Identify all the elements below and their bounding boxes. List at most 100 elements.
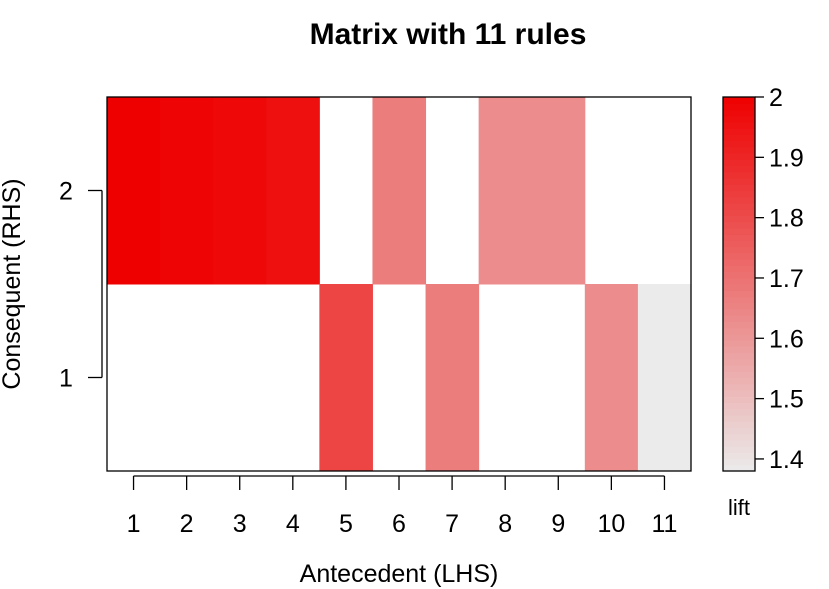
colorbar-segment [723,190,755,198]
x-tick-label: 9 [551,510,565,538]
colorbar-segment [723,377,755,385]
colorbar-segment [723,165,755,173]
colorbar-segment [723,327,755,335]
heatmap-cell [478,97,533,285]
colorbar-segment [723,234,755,241]
colorbar-tick-label: 1.7 [769,265,804,293]
colorbar-segment [723,458,755,466]
colorbar-segment [723,414,755,422]
colorbar-segment [723,315,755,322]
x-axis-label: Antecedent (LHS) [300,560,499,588]
colorbar-segment [723,271,755,279]
colorbar-segment [723,452,755,460]
colorbar-segment [723,97,755,104]
colorbar-segment [723,171,755,179]
colorbar-segment [723,308,755,316]
colorbar-segment [723,421,755,428]
colorbar-segment [723,340,755,347]
colorbar-segment [723,433,755,441]
colorbar-frame [722,96,756,472]
colorbar-segment [723,202,755,210]
heatmap-cell [531,97,586,285]
colorbar-segment [723,140,755,148]
colorbar-segment [723,296,755,304]
colorbar-segment [723,196,755,204]
colorbar-segment [723,252,755,260]
colorbar-segment [723,259,755,266]
colorbar-segment [723,402,755,410]
colorbar-segment [723,209,755,217]
y-tick-label: 1 [59,365,73,393]
x-tick-label: 11 [651,510,677,538]
x-tick-label: 1 [127,510,141,538]
colorbar-segment [723,408,755,416]
heatmap-cell [213,97,267,285]
colorbar-segment [723,128,755,135]
colorbar-tick-label: 1.6 [769,325,804,353]
colorbar-segment [723,284,755,291]
chart-title: Matrix with 11 rules [310,18,587,51]
x-tick-label: 10 [597,510,625,538]
colorbar-segment [723,134,755,142]
colorbar-segment [723,178,755,185]
colorbar-segment [723,396,755,404]
colorbar-segment [723,290,755,298]
colorbar-tick-label: 2 [769,84,783,112]
x-tick-label: 8 [498,510,512,538]
colorbar-segment [723,240,755,248]
x-axis: 1 2 3 4 5 6 7 8 9 10 11 [127,475,677,538]
heatmap-cell [425,284,480,472]
colorbar-segment [723,439,755,447]
colorbar-segment [723,383,755,391]
colorbar-segment [723,346,755,354]
x-tick-label: 6 [392,510,406,538]
colorbar-segment [723,333,755,341]
colorbar-segment [723,146,755,154]
colorbar-segment [723,352,755,360]
y-axis-label: Consequent (RHS) [0,178,26,389]
colorbar-segment [723,446,755,453]
colorbar-segment [723,121,755,129]
heatmap-cell [372,97,427,285]
colorbar-segment [723,277,755,285]
colorbar-segment [723,371,755,379]
x-tick-label: 7 [445,510,459,538]
colorbar-segment [723,153,755,160]
colorbar-segment [723,365,755,372]
colorbar-segment [723,215,755,223]
legend-title: lift [728,495,750,520]
plot-frame [106,96,692,472]
heatmap-cell [584,284,639,472]
colorbar-segment [723,115,755,123]
x-tick-label: 5 [339,510,353,538]
colorbar-segment [723,246,755,254]
colorbar-segment [723,389,755,397]
heatmap-cell [637,284,692,472]
colorbar-segment [723,159,755,167]
y-axis: 12 [59,178,103,393]
colorbar-tick-label: 1.4 [769,446,804,474]
heatmap-cell [107,97,161,285]
colorbar-segment [723,109,755,117]
colorbar-segment [723,427,755,435]
x-tick-label: 3 [233,510,247,538]
colorbar-segment [723,265,755,273]
colorbar-segment [723,227,755,235]
colorbar-segment [723,221,755,229]
colorbar-segment [723,184,755,192]
colorbar-tick-label: 1.5 [769,386,804,414]
x-tick-label: 2 [180,510,194,538]
colorbar-segment [723,302,755,310]
heatmap-cell [266,97,320,285]
y-tick-label: 2 [59,178,73,206]
colorbar-segment [723,321,755,329]
color-legend: 1.4 1.5 1.6 1.7 1.8 1.9 2 [722,84,804,474]
colorbar-tick-label: 1.9 [769,144,804,172]
colorbar-segment [723,103,755,111]
heatmap-cell [160,97,214,285]
heatmap-cells [107,97,692,472]
heatmap-cell [319,284,373,472]
x-tick-label: 4 [286,510,300,538]
colorbar-segment [723,464,755,472]
